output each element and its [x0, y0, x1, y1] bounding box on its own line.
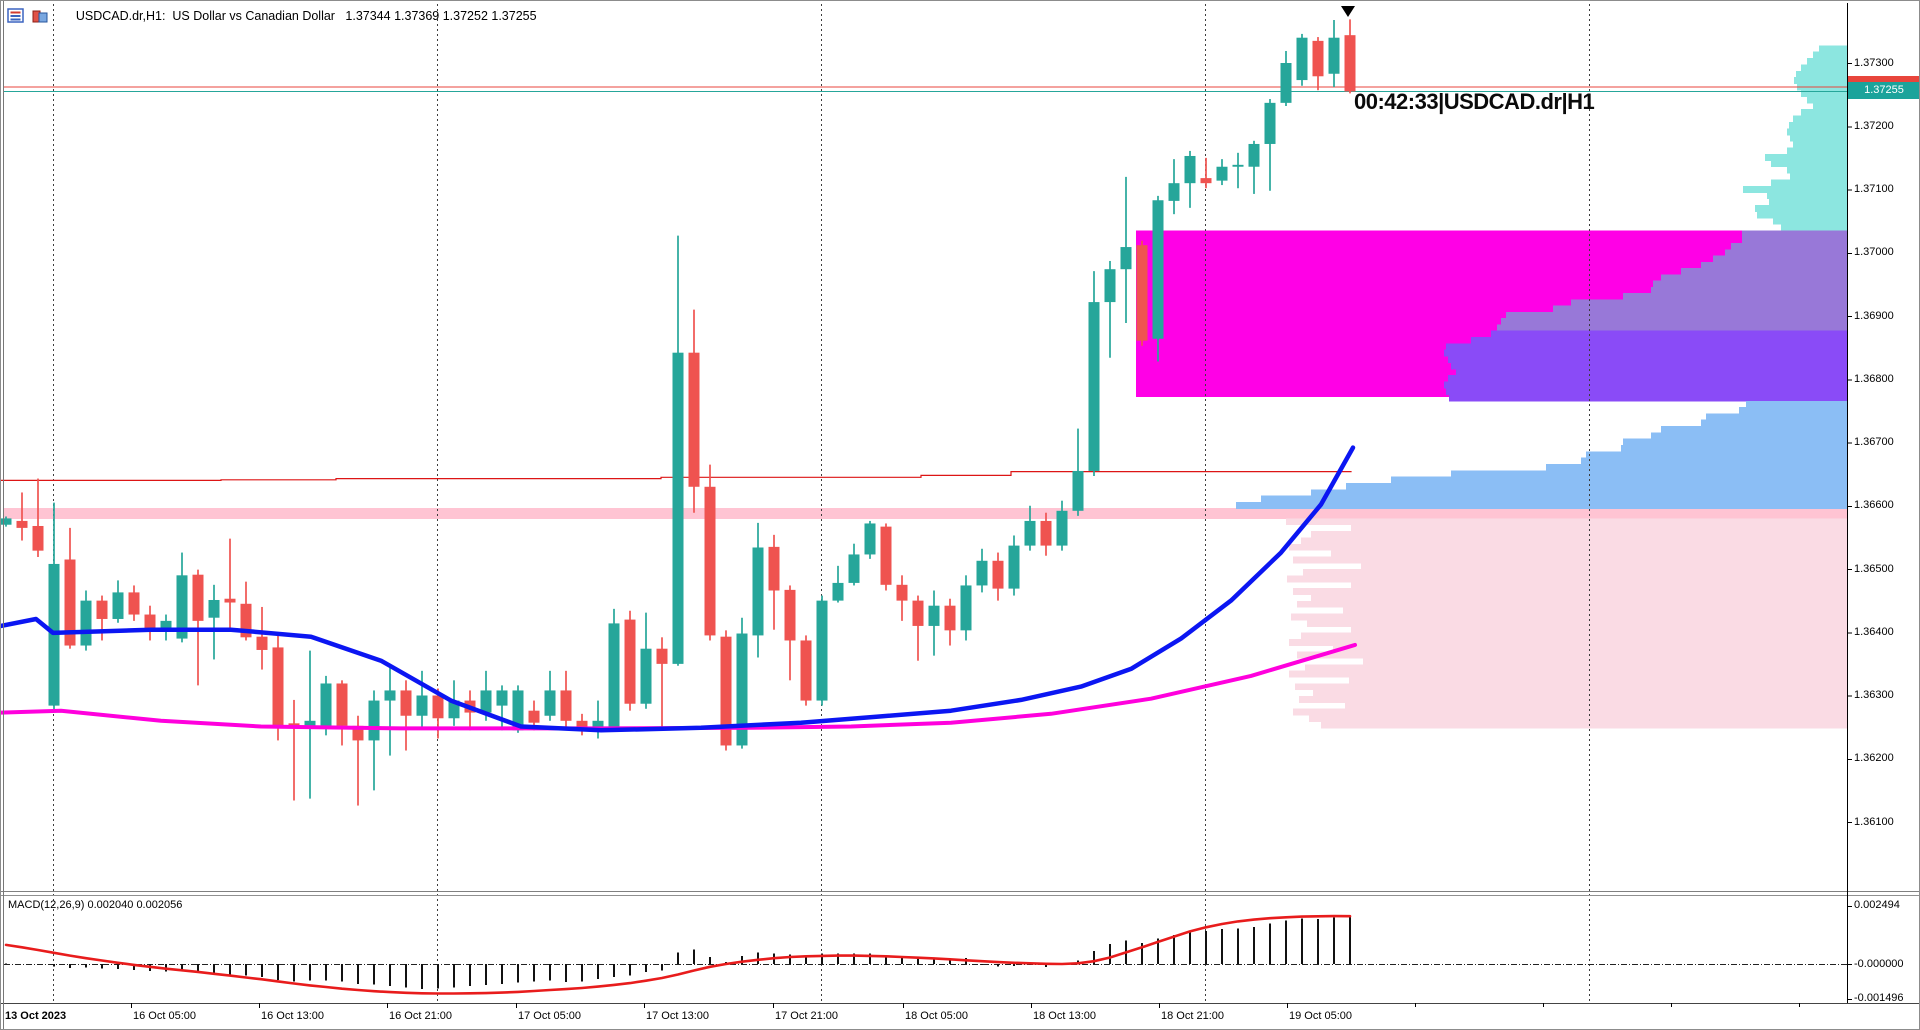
time-axis-label: 16 Oct 13:00: [261, 1010, 324, 1022]
time-axis-label: 17 Oct 05:00: [518, 1010, 581, 1022]
price-axis-label: 1.37200: [1854, 119, 1894, 132]
price-axis-label: 1.36300: [1854, 689, 1894, 701]
time-axis-label: 13 Oct 2023: [5, 1010, 67, 1022]
price-axis-label: 1.37000: [1854, 246, 1894, 259]
price-axis-label: 1.36500: [1854, 562, 1894, 575]
time-axis-label: 18 Oct 13:00: [1033, 1010, 1096, 1022]
time-axis-label: 17 Oct 21:00: [775, 1010, 838, 1022]
time-axis-label: 16 Oct 05:00: [133, 1010, 196, 1022]
timer-overlay: 00:42:33|USDCAD.dr|H1: [1354, 89, 1595, 114]
chart-title-bar: USDCAD.dr,H1: US Dollar vs Canadian Doll…: [7, 6, 537, 26]
price-axis-label: 1.36800: [1854, 372, 1894, 385]
macd-axis-label: 0.002494: [1854, 899, 1900, 912]
time-axis-label: 19 Oct 05:00: [1289, 1010, 1352, 1022]
chart-title-symbol: USDCAD.dr,H1:: [75, 9, 166, 23]
ask-price-marker: [1848, 76, 1919, 86]
orderbook-icon: [7, 8, 25, 24]
time-axis-label: 16 Oct 21:00: [389, 1010, 452, 1022]
price-axis-label: 1.36200: [1854, 752, 1894, 765]
macd-main-value: 0.002040: [87, 899, 134, 911]
time-axis-label: 18 Oct 21:00: [1161, 1010, 1224, 1022]
tick-chart-icon: [31, 8, 49, 24]
bid-price-badge: 1.37255: [1848, 82, 1919, 99]
price-axis-label: 1.36900: [1854, 309, 1894, 322]
time-axis-label: 18 Oct 05:00: [905, 1010, 968, 1022]
macd-signal-value: 0.002056: [136, 899, 183, 911]
price-axis-label: 1.37100: [1854, 183, 1894, 195]
macd-axis-label: -0.000000: [1854, 957, 1904, 970]
price-axis-label: 1.36100: [1854, 815, 1894, 828]
chart-title-desc: US Dollar vs Canadian Dollar: [172, 9, 335, 23]
macd-indicator-label: MACD(12,26,9) 0.002040 0.002056: [8, 899, 183, 911]
price-axis-label: 1.36400: [1854, 625, 1894, 638]
time-axis-label: 17 Oct 13:00: [646, 1010, 709, 1022]
macd-axis-label: -0.001496: [1854, 992, 1904, 1005]
price-axis-label: 1.36600: [1854, 499, 1894, 512]
chart-title-ohlc: 1.37344 1.37369 1.37252 1.37255: [345, 9, 537, 23]
price-axis-label: 1.36700: [1854, 436, 1894, 448]
price-axis-label: 1.37300: [1854, 56, 1894, 69]
